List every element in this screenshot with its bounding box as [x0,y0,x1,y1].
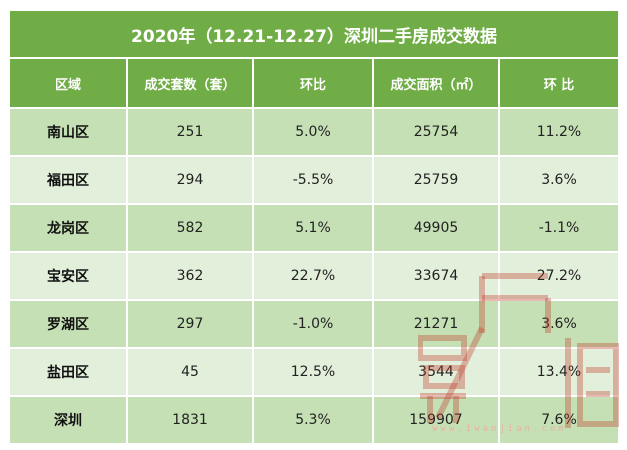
table-row: 龙岗区 582 5.1% 49905 -1.1% [10,205,618,251]
table-row: 宝安区 362 22.7% 33674 27.2% [10,253,618,299]
cell-area: 25754 [374,109,500,155]
cell-area: 21271 [374,301,500,347]
cell-region: 深圳 [10,397,128,443]
cell-area: 49905 [374,205,500,251]
cell-units-mom: 5.1% [254,205,374,251]
cell-units-mom: 12.5% [254,349,374,395]
table-title: 2020年（12.21-12.27）深圳二手房成交数据 [10,11,618,57]
cell-area: 3544 [374,349,500,395]
cell-units: 297 [128,301,254,347]
cell-area-mom: 3.6% [541,172,577,188]
cell-region: 盐田区 [10,349,128,395]
table-header-row: 区域 成交套数（套） 环比 成交面积（㎡） 环 比 [10,59,618,107]
cell-area-mom: 11.2% [536,124,582,140]
cell-area: 33674 [374,253,500,299]
cell-area: 25759 [374,157,500,203]
cell-region: 龙岗区 [10,205,128,251]
cell-region: 宝安区 [10,253,128,299]
table-row: 南山区 251 5.0% 25754 11.2% [10,109,618,155]
cell-area-mom: 7.6% [541,412,577,428]
cell-units: 251 [128,109,254,155]
header-region: 区域 [10,59,128,107]
cell-area-mom: 27.2% [536,268,582,284]
header-area: 成交面积（㎡） [374,59,500,107]
table-row: 罗湖区 297 -1.0% 21271 3.6% [10,301,618,347]
cell-units-mom: -5.5% [254,157,374,203]
cell-units: 582 [128,205,254,251]
header-units-mom: 环比 [254,59,374,107]
cell-units: 45 [128,349,254,395]
cell-units: 362 [128,253,254,299]
cell-units: 294 [128,157,254,203]
cell-area-mom: 13.4% [536,364,582,380]
table-row: 福田区 294 -5.5% 25759 3.6% [10,157,618,203]
cell-area: 159907 [374,397,500,443]
table-row-total: 深圳 1831 5.3% 159907 7.6% [10,397,618,443]
cell-region: 福田区 [10,157,128,203]
cell-units: 1831 [128,397,254,443]
cell-units-mom: -1.0% [254,301,374,347]
cell-region: 南山区 [10,109,128,155]
watermark-url: www.1wanjian.com [432,424,567,434]
table-row: 盐田区 45 12.5% 3544 13.4% [10,349,618,395]
cell-region: 罗湖区 [10,301,128,347]
cell-units-mom: 5.0% [254,109,374,155]
data-table: 2020年（12.21-12.27）深圳二手房成交数据 区域 成交套数（套） 环… [9,10,619,444]
cell-area-mom: 3.6% [541,316,577,332]
cell-units-mom: 5.3% [254,397,374,443]
cell-units-mom: 22.7% [254,253,374,299]
header-units: 成交套数（套） [128,59,254,107]
table-body: 南山区 251 5.0% 25754 11.2% 福田区 294 -5.5% 2… [10,109,618,445]
header-area-mom: 环 比 [543,77,575,93]
cell-area-mom: -1.1% [538,220,580,236]
